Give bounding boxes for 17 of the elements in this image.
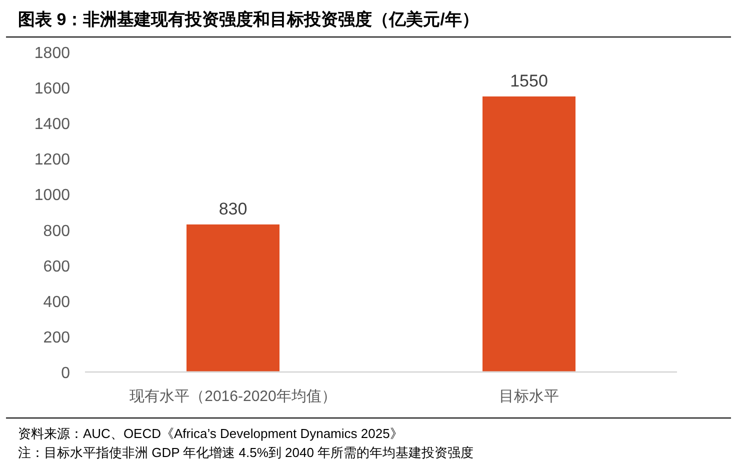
- text: 资料来源：AUC、OECD《Africa’s Development Dynamics 2025》: [18, 426, 403, 441]
- text: 注：目标水平指使非洲 GDP 年化增速 4.5%到 2040 年所需的年均基建投资强度: [18, 445, 474, 460]
- y-tick-label: 1200: [34, 152, 70, 169]
- y-tick-label: 1600: [34, 80, 70, 98]
- data-label: 1550: [510, 71, 548, 90]
- y-tick-label: 1800: [34, 45, 70, 62]
- y-tick-label: 400: [43, 294, 70, 311]
- x-tick-label: 现有水平（2016-2020年均值）: [130, 388, 336, 405]
- y-tick-label: 1400: [34, 116, 70, 134]
- y-tick-label: 1000: [34, 187, 70, 204]
- y-tick-label: 0: [61, 365, 70, 382]
- data-label: 830: [218, 199, 248, 218]
- y-tick-label: 800: [43, 222, 70, 240]
- y-tick-label: 600: [43, 258, 70, 276]
- x-tick-label: 目标水平: [499, 388, 559, 405]
- chart-title: 图表 9：非洲基建现有投资强度和目标投资强度（亿美元/年）: [18, 10, 479, 29]
- y-tick-label: 200: [43, 329, 70, 346]
